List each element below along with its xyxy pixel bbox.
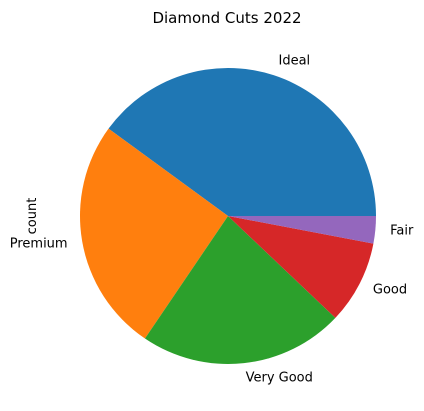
pie-slice-good [228,216,374,318]
pie-label-very-good: Very Good [246,370,313,385]
pie-slice-fair [228,216,376,244]
pie-slice-ideal [108,68,377,216]
pie-slice-premium [79,128,229,339]
pie-labels: Ideal Premium Very Good Good Fair [10,54,414,386]
pie-label-premium: Premium [10,236,68,251]
pie-slices [79,68,377,365]
y-axis-label: count [25,198,40,235]
pie-label-ideal: Ideal [279,54,311,69]
pie-label-fair: Fair [390,224,414,239]
chart-title: Diamond Cuts 2022 [152,9,301,27]
pie-label-good: Good [373,283,407,298]
pie-slice-very-good [144,216,336,365]
